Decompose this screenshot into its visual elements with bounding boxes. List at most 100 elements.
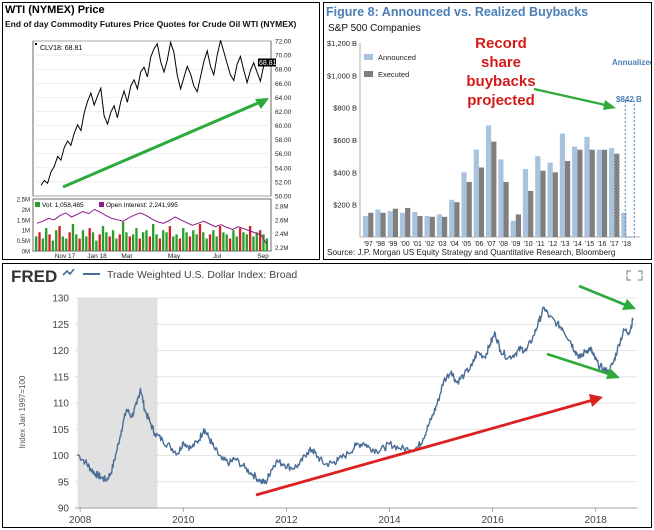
wti-y-tick-6: 60.00 bbox=[275, 123, 292, 130]
announced-bar-'06 bbox=[473, 149, 479, 237]
fred-y-tick-5: 105 bbox=[52, 425, 69, 436]
announced-bar-'98 bbox=[375, 209, 381, 237]
fred-x-tick-3: 2014 bbox=[378, 515, 401, 526]
wti-volume-bar bbox=[152, 223, 155, 251]
executed-bar-'10 bbox=[528, 190, 534, 237]
announced-bar-'05 bbox=[461, 172, 467, 237]
wti-y-tick-11: 50.00 bbox=[275, 194, 292, 201]
announced-bar-'11 bbox=[535, 156, 541, 237]
buyback-arrow-head bbox=[603, 100, 616, 110]
wti-volume-bar bbox=[128, 236, 131, 251]
wti-vol-tick-4: 0.5M bbox=[17, 239, 30, 245]
fred-dollar-panel: FRED Trade Weighted U.S. Dollar Index: B… bbox=[2, 263, 652, 528]
wti-y-tick-10: 52.00 bbox=[275, 179, 292, 186]
wti-x-tick-0: Nov 17 bbox=[55, 253, 76, 259]
wti-volume-bar bbox=[185, 232, 188, 251]
wti-volume-bar bbox=[51, 240, 55, 251]
wti-oi-tick-0: 2.8M bbox=[275, 204, 288, 210]
executed-bar-'15 bbox=[589, 149, 595, 237]
wti-volume-bar bbox=[68, 232, 71, 251]
wti-volume-bar bbox=[255, 232, 258, 251]
buyback-x-tick-'11: '11 bbox=[536, 241, 545, 248]
announced-bar-'15 bbox=[584, 136, 590, 237]
executed-bar-'14 bbox=[577, 149, 583, 237]
wti-volume-bar bbox=[165, 232, 168, 251]
fred-y-tick-0: 130 bbox=[52, 294, 69, 305]
executed-bar-'17 bbox=[614, 153, 620, 237]
wti-volume-bar bbox=[121, 221, 125, 251]
wti-price-line bbox=[40, 40, 268, 186]
executed-bar-'01 bbox=[417, 216, 423, 237]
wti-volume-bar bbox=[41, 238, 45, 251]
announced-bar-'97 bbox=[363, 216, 369, 237]
announced-bar-'04 bbox=[449, 199, 455, 237]
buyback-y-tick-1: $1,000 B bbox=[327, 71, 357, 80]
wti-x-tick-5: Sep bbox=[257, 253, 269, 259]
announced-bar-'00 bbox=[399, 212, 406, 238]
executed-bar-'98 bbox=[380, 212, 386, 238]
wti-volume-bar bbox=[115, 238, 118, 251]
wti-volume-bar bbox=[238, 228, 242, 251]
wti-volume-bar bbox=[55, 230, 58, 251]
buyback-green-arrow bbox=[533, 87, 611, 108]
buyback-x-tick-'17: '17 bbox=[610, 241, 619, 248]
expand-icon[interactable] bbox=[626, 270, 643, 281]
fred-y-tick-8: 90 bbox=[58, 504, 70, 515]
executed-bar-'04 bbox=[454, 202, 460, 237]
wti-volume-bar bbox=[81, 230, 85, 251]
announced-bar-'13 bbox=[559, 133, 565, 237]
announced-bar-'09 bbox=[510, 220, 516, 237]
wti-oi-tick-1: 2.6M bbox=[275, 218, 288, 224]
wti-volume-bar bbox=[98, 234, 101, 251]
fred-y-tick-4: 110 bbox=[53, 399, 69, 410]
fred-y-tick-3: 115 bbox=[53, 372, 69, 383]
buyback-x-tick-'09: '09 bbox=[511, 241, 520, 248]
wti-price-panel: WTI (NYMEX) Price End of day Commodity F… bbox=[2, 2, 320, 260]
wti-volume-bar bbox=[108, 236, 111, 251]
wti-symbol-label: CLV18: 68.81 bbox=[40, 45, 82, 52]
wti-volume-bar bbox=[141, 232, 145, 251]
executed-bar-'12 bbox=[552, 172, 558, 237]
wti-volume-bar bbox=[38, 232, 41, 251]
executed-bar-'05 bbox=[466, 182, 472, 237]
announced-bar-'10 bbox=[522, 169, 529, 237]
executed-bar-'02 bbox=[429, 216, 435, 237]
wti-volume-bar bbox=[208, 234, 212, 251]
wti-volume-bar bbox=[95, 240, 98, 251]
wti-volume-bar bbox=[168, 226, 172, 251]
fred-y-axis-title: Index Jan 1997=100 bbox=[18, 375, 27, 448]
buyback-x-tick-'02: '02 bbox=[425, 241, 434, 248]
wti-volume-bar bbox=[252, 236, 255, 251]
fred-dollar-chart: FRED Trade Weighted U.S. Dollar Index: B… bbox=[11, 267, 643, 526]
executed-bar-'07 bbox=[491, 141, 497, 237]
buyback-x-tick-'98: '98 bbox=[376, 241, 385, 248]
wti-oi-tick-2: 2.4M bbox=[275, 232, 288, 238]
value-tag-842: $842 B bbox=[616, 95, 642, 104]
wti-vol-tick-2: 1.5M bbox=[17, 218, 30, 224]
fred-series-label: Trade Weighted U.S. Dollar Index: Broad bbox=[107, 269, 297, 281]
wti-volume-bar bbox=[88, 228, 91, 251]
executed-bar-'08 bbox=[503, 182, 509, 237]
wti-volume-bar bbox=[78, 238, 81, 251]
wti-x-tick-2: Mar bbox=[121, 253, 133, 259]
buyback-x-tick-'15: '15 bbox=[585, 241, 594, 248]
wti-volume-bar bbox=[228, 238, 232, 251]
buyback-y-tick-3: $600 B bbox=[333, 136, 357, 145]
wti-volume-bar bbox=[118, 234, 121, 251]
wti-y-tick-1: 70.00 bbox=[275, 53, 292, 60]
announced-bar-'14 bbox=[572, 146, 578, 237]
fred-red-trend-arrow bbox=[255, 398, 594, 497]
wti-volume-bar bbox=[155, 234, 158, 251]
buyback-y-tick-5: $200 B bbox=[333, 201, 357, 210]
buyback-x-tick-'14: '14 bbox=[573, 241, 582, 248]
announced-bar-'12 bbox=[547, 162, 553, 237]
wti-volume-bar bbox=[235, 236, 238, 251]
wti-volume-bar bbox=[162, 230, 165, 251]
wti-green-trend-arrow bbox=[62, 98, 266, 189]
wti-volume-bar bbox=[75, 234, 78, 251]
buyback-x-tick-'16: '16 bbox=[597, 241, 606, 248]
buyback-x-tick-'18: '18 bbox=[622, 241, 631, 248]
annotation-line-1: Record bbox=[475, 35, 527, 52]
wti-volume-bar bbox=[131, 234, 135, 251]
announced-bar-'03 bbox=[436, 214, 442, 237]
